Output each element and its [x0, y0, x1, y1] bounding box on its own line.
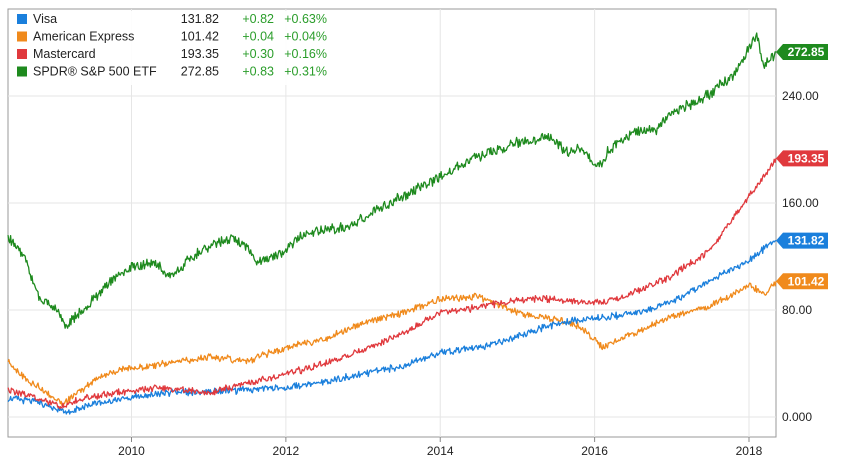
- y-tick-label: 240.00: [782, 89, 819, 103]
- tag-value: 193.35: [788, 151, 825, 165]
- series-line-1: [7, 281, 777, 407]
- legend-item: Mastercard 193.35 +0.30 +0.16%: [17, 47, 327, 61]
- legend-series-name: Mastercard: [33, 47, 96, 61]
- tag-value: 131.82: [788, 234, 825, 248]
- y-axis: 0.000 80.00 160.00 240.00: [782, 89, 819, 424]
- series-line-2: [7, 158, 777, 410]
- x-tick-label: 2018: [736, 444, 763, 458]
- legend-swatch: [17, 49, 27, 59]
- series-layer: [7, 32, 777, 415]
- x-tick-label: 2016: [581, 444, 608, 458]
- legend-series-name: American Express: [33, 30, 134, 44]
- x-tick-label: 2012: [273, 444, 300, 458]
- series-line-3: [7, 32, 777, 329]
- tag-value: 101.42: [788, 274, 825, 288]
- series-line-0: [7, 239, 777, 415]
- y-tick-label: 0.000: [782, 410, 812, 424]
- legend-last-value: 272.85: [181, 65, 219, 79]
- legend-percent-change: +0.31%: [284, 65, 327, 79]
- legend-series-name: SPDR® S&P 500 ETF: [33, 65, 157, 79]
- legend-item: SPDR® S&P 500 ETF 272.85 +0.83 +0.31%: [17, 65, 327, 79]
- legend-change: +0.82: [242, 12, 274, 26]
- tag-shape: [776, 150, 828, 167]
- legend-series-name: Visa: [33, 12, 57, 26]
- legend-swatch: [17, 66, 27, 77]
- y-tick-label: 160.00: [782, 196, 819, 210]
- legend-percent-change: +0.16%: [284, 47, 327, 61]
- last-value-tag: 272.85: [776, 44, 828, 61]
- legend-percent-change: +0.04%: [284, 30, 327, 44]
- last-value-tag: 131.82: [776, 232, 828, 249]
- legend-swatch: [17, 31, 27, 42]
- legend-last-value: 101.42: [181, 30, 219, 44]
- legend-background: [12, 11, 338, 85]
- y-tick-label: 80.00: [782, 303, 812, 317]
- legend-change: +0.30: [242, 47, 274, 61]
- tag-shape: [776, 273, 828, 290]
- last-value-tags: 131.82 101.42 193.35 272.85: [776, 44, 828, 290]
- tag-value: 272.85: [788, 45, 825, 59]
- legend-item: Visa 131.82 +0.82 +0.63%: [17, 12, 327, 26]
- tag-shape: [776, 232, 828, 249]
- last-value-tag: 193.35: [776, 150, 828, 167]
- legend-last-value: 193.35: [181, 47, 219, 61]
- legend: Visa 131.82 +0.82 +0.63% American Express 101…: [12, 11, 338, 85]
- legend-change: +0.04: [242, 30, 274, 44]
- x-tick-label: 2014: [427, 444, 454, 458]
- last-value-tag: 101.42: [776, 273, 828, 290]
- legend-swatch: [17, 14, 27, 24]
- tag-shape: [776, 44, 828, 61]
- legend-item: American Express 101.42 +0.04 +0.04%: [17, 30, 327, 44]
- x-axis: 2010 2012 2014 2016 2018: [118, 437, 763, 458]
- legend-last-value: 131.82: [181, 12, 219, 26]
- legend-change: +0.83: [242, 65, 274, 79]
- x-tick-label: 2010: [118, 444, 145, 458]
- legend-percent-change: +0.63%: [284, 12, 327, 26]
